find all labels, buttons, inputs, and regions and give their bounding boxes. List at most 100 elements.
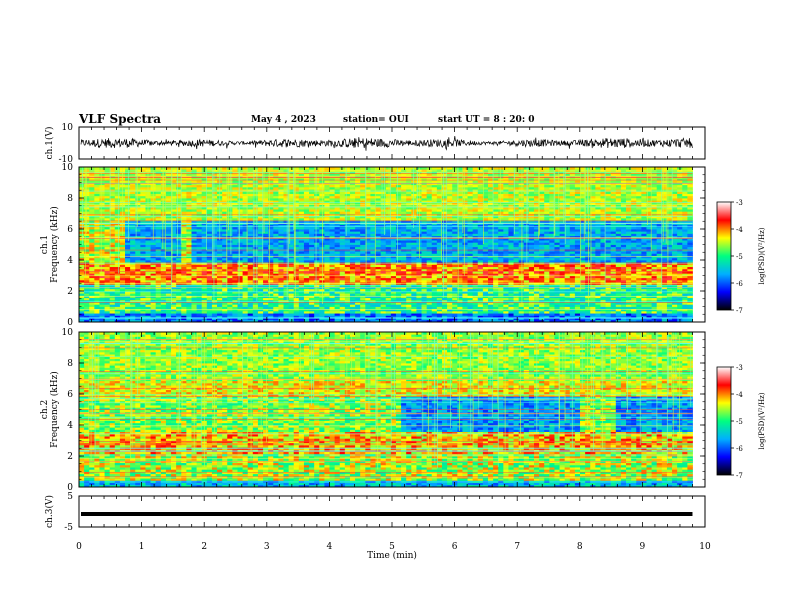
spectrogram-cell — [605, 308, 612, 312]
spectrogram-cell — [580, 233, 586, 237]
spectrogram-cell — [661, 277, 668, 281]
spectrogram-cell — [569, 293, 576, 296]
spectrogram-cell — [99, 284, 105, 287]
spectrogram-cell — [672, 313, 678, 316]
spectrogram-cell — [217, 313, 223, 316]
spectrogram-cell — [672, 310, 678, 314]
spectrogram-cell — [283, 308, 289, 312]
spectrogram-cell — [191, 253, 197, 256]
spectrogram-cell — [370, 308, 376, 312]
spectrogram-cell — [319, 279, 325, 283]
spectrogram-cell — [528, 264, 535, 268]
spectrogram-cell — [447, 266, 453, 270]
spectrogram-cell — [206, 257, 213, 261]
spectrogram-cell — [119, 268, 126, 272]
spectrogram-cell — [370, 277, 376, 281]
spectrogram-cell — [447, 246, 453, 250]
spectrogram-cell — [247, 251, 254, 254]
spectrogram-cell — [150, 317, 157, 321]
spectrogram-cell — [656, 275, 663, 279]
spectrogram-cell — [155, 260, 162, 263]
spectrogram-cell — [84, 319, 90, 323]
spectrogram-cell — [186, 260, 192, 263]
spectrogram-cell — [344, 310, 351, 314]
spectrogram-cell — [426, 271, 433, 274]
spectrogram-cell — [298, 231, 305, 234]
spectrogram-cell — [160, 317, 167, 321]
spectrogram-cell — [416, 304, 422, 307]
spectrogram-cell — [564, 304, 571, 307]
spectrogram-cell — [324, 306, 330, 310]
spectrogram-cell — [436, 255, 443, 259]
spectrogram-cell — [237, 319, 243, 323]
spectrogram-cell — [104, 271, 111, 274]
spectrogram-cell — [89, 284, 95, 287]
spectrogram-cell — [462, 271, 468, 274]
spectrogram-cell — [564, 277, 571, 281]
spectrogram-cell — [666, 235, 673, 239]
spectrogram-cell — [130, 291, 136, 294]
spectrogram-cell — [94, 233, 100, 237]
spectrogram-cell — [252, 310, 259, 314]
spectrogram-cell — [641, 266, 647, 270]
spectrogram-cell — [390, 275, 397, 279]
spectrogram-cell — [339, 306, 346, 310]
spectrogram-cell — [631, 291, 637, 294]
spectrogram-cell — [140, 306, 146, 310]
spectrogram-cell — [385, 304, 392, 307]
spectrogram-cell — [431, 275, 438, 279]
spectrogram-cell — [574, 317, 581, 321]
spectrogram-cell — [360, 251, 366, 254]
spectrogram-cell — [574, 277, 581, 281]
spectrogram-cell — [395, 319, 402, 323]
spectrogram-cell — [554, 277, 560, 281]
spectrogram-cell — [447, 271, 453, 274]
spectrogram-cell — [298, 308, 305, 312]
spectrogram-cell — [196, 308, 203, 312]
spectrogram-cell — [421, 260, 428, 263]
spectrogram-cell — [605, 291, 612, 294]
spectrogram-cell — [493, 273, 499, 276]
spectrogram-cell — [487, 271, 494, 274]
spectrogram-cell — [375, 306, 382, 310]
spectrogram-cell — [196, 231, 203, 234]
spectrogram-cell — [94, 255, 100, 259]
spectrogram-cell — [288, 304, 295, 307]
spectrogram-cell — [462, 257, 468, 261]
spectrogram-cell — [447, 257, 453, 261]
spectrogram-cell — [309, 308, 315, 312]
spectrogram-cell — [89, 306, 95, 310]
spectrogram-cell — [84, 277, 90, 281]
spectrogram-cell — [395, 308, 402, 312]
spectrogram-cell — [620, 242, 627, 245]
spectrogram-cell — [176, 266, 182, 270]
spectrogram-cell — [620, 288, 627, 292]
spectrogram-cell — [201, 308, 208, 312]
spectrogram-cell — [79, 233, 85, 237]
spectrogram-cell — [656, 306, 663, 310]
spectrogram-cell — [278, 233, 284, 237]
ch1-waveform-ytick: -10 — [59, 155, 74, 165]
spectrogram-cell — [493, 240, 499, 243]
spectrogram-cell — [114, 291, 121, 294]
spectrogram-cell — [580, 255, 586, 259]
spectrogram-cell — [610, 253, 617, 256]
spectrogram-cell — [569, 279, 576, 283]
spectrogram-cell — [687, 235, 693, 239]
spectrogram-cell — [222, 246, 228, 250]
spectrogram-cell — [303, 271, 310, 274]
spectrogram-cell — [165, 308, 172, 312]
spectrogram-cell — [569, 268, 576, 272]
spectrogram-cell — [89, 302, 95, 305]
spectrogram-cell — [528, 297, 535, 301]
spectrogram-cell — [303, 319, 310, 323]
spectrogram-cell — [431, 260, 438, 263]
spectrogram-cell — [672, 260, 678, 263]
spectrogram-cell — [528, 260, 535, 263]
spectrogram-cell — [181, 288, 187, 292]
spectrogram-cell — [140, 319, 146, 323]
spectrogram-cell — [564, 253, 571, 256]
spectrogram-cell — [119, 275, 126, 279]
spectrogram-cell — [610, 315, 617, 318]
spectrogram-cell — [196, 315, 203, 318]
